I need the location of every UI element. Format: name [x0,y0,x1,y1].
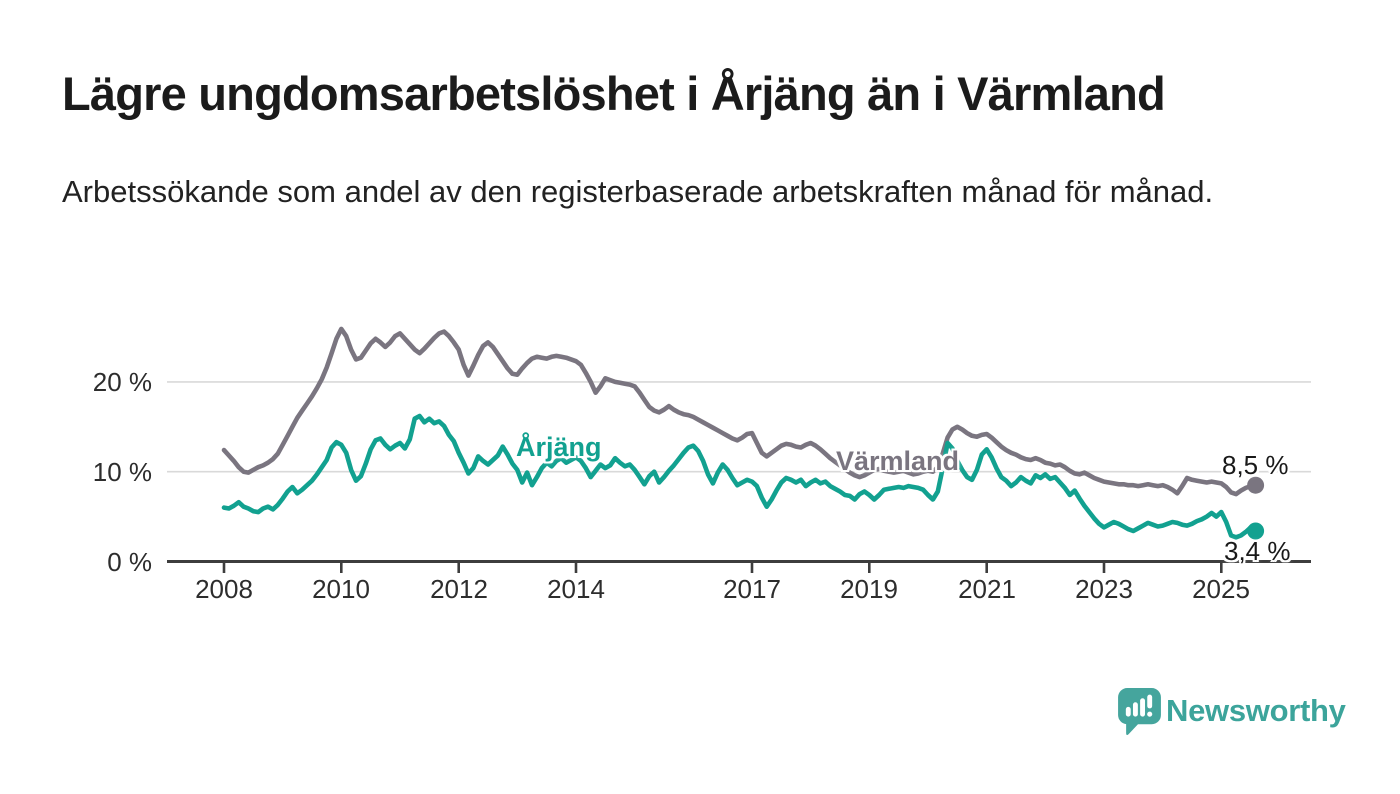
x-tick-label-2023: 2023 [1075,574,1133,604]
x-tick-label-2012: 2012 [430,574,488,604]
series-label-varmland: Värmland [836,446,960,476]
series-line-årjäng [221,413,1258,540]
newsworthy-speech-bubble-icon [1118,688,1161,736]
x-tick-label-2021: 2021 [958,574,1016,604]
end-dot-värmland [1247,476,1265,494]
end-dot-årjäng [1247,522,1265,540]
newsworthy-logo: Newsworthy [1117,687,1346,737]
x-tick-label-2025: 2025 [1192,574,1250,604]
series-line-värmland [221,326,1258,497]
y-tick-label-10: 10 % [92,457,152,487]
x-tick-label-2019: 2019 [840,574,898,604]
bar-chart-exclamation-glyph [1125,694,1153,717]
page-title: Lägre ungdomsarbetslöshet i Årjäng än i … [62,67,1166,120]
y-tick-label-0: 0 % [107,547,152,577]
series-label-arjang: Årjäng [516,432,602,462]
x-tick-label-2017: 2017 [723,574,781,604]
end-value-label-varmland: 8,5 % [1222,450,1289,480]
x-tick-label-2008: 2008 [195,574,253,604]
x-axis-labels: 2008 2010 2012 2014 2017 2019 2021 2023 2025 [0,574,1400,608]
y-tick-label-20: 20 % [92,367,152,397]
brand-name: Newsworthy [1166,693,1346,728]
x-tick-label-2010: 2010 [312,574,370,604]
end-value-label-arjang: 3,4 % [1224,536,1291,566]
x-tick-label-2014: 2014 [547,574,605,604]
page-subtitle: Arbetssökande som andel av den registerb… [62,174,1214,209]
